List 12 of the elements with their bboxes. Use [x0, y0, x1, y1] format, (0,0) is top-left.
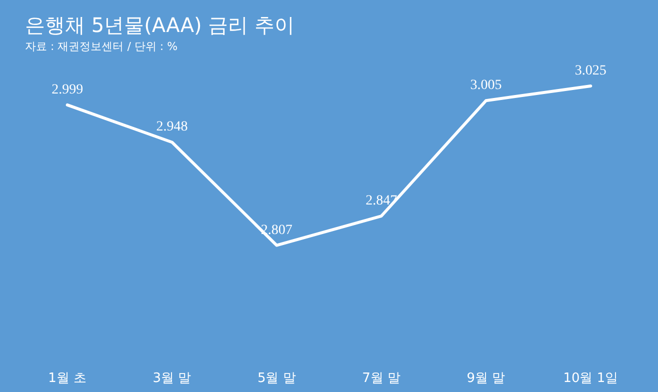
data-label: 2.948: [156, 120, 188, 135]
chart-title: 은행채 5년물(AAA) 금리 추이: [25, 13, 295, 37]
x-tick-label: 9월 말: [466, 371, 506, 386]
x-tick-label: 5월 말: [257, 371, 296, 386]
chart-subtitle: 자료 : 재권정보센터 / 단위 : %: [25, 40, 178, 53]
data-label: 3.005: [470, 78, 502, 94]
data-label: 2.999: [52, 82, 84, 98]
data-label: 3.025: [574, 63, 606, 78]
x-tick-label: 3월 말: [152, 371, 192, 386]
x-tick-label: 10월 1일: [563, 371, 618, 386]
x-tick-label: 7월 말: [362, 371, 401, 386]
x-tick-label: 1월 초: [48, 371, 87, 386]
